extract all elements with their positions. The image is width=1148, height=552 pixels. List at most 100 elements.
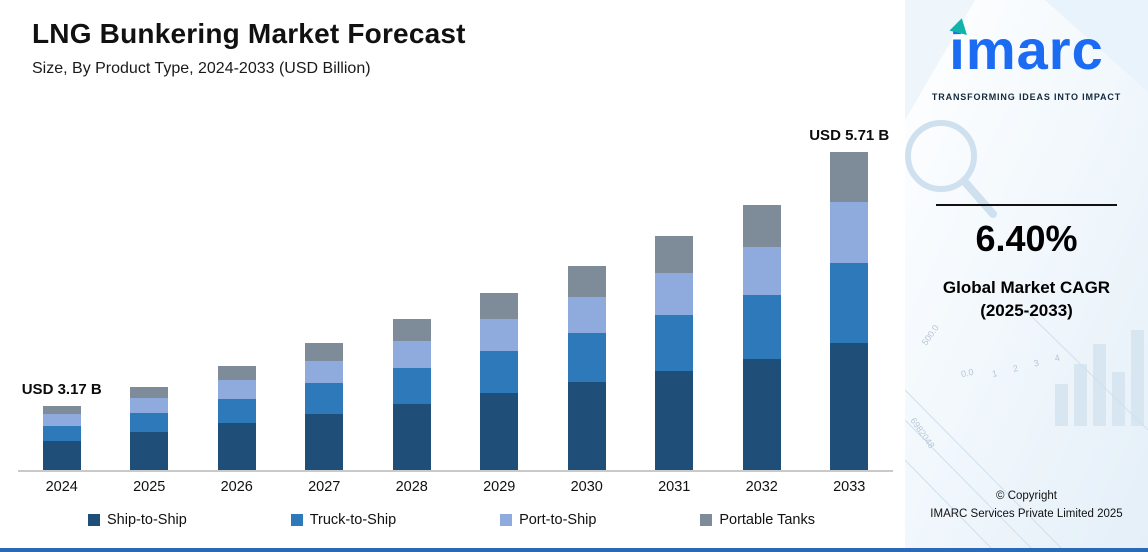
legend-item-portable-tanks: Portable Tanks xyxy=(700,512,815,528)
bar-segment-port-to-ship xyxy=(655,272,694,315)
bar-segment-ship-to-ship xyxy=(655,371,694,470)
bar-segment-ship-to-ship xyxy=(830,342,869,470)
info-sidebar: 500.0 0.0 1 2 3 4 6982048 imarc TRANSFOR… xyxy=(905,0,1148,552)
legend-item-ship-to-ship: Ship-to-Ship xyxy=(88,512,187,528)
bar-segment-port-to-ship xyxy=(567,296,606,334)
chart-panel: LNG Bunkering Market Forecast Size, By P… xyxy=(18,18,894,528)
bar-column-2030 xyxy=(543,130,631,470)
bar-segment-port-to-ship xyxy=(830,202,869,264)
x-axis-label-2033: 2033 xyxy=(833,479,866,495)
bar-segment-ship-to-ship xyxy=(480,393,519,470)
bar-segment-portable-tanks xyxy=(392,319,431,341)
bar-segment-port-to-ship xyxy=(742,246,781,296)
bar-chart-plot-area: USD 3.17 B USD 5.71 B xyxy=(18,127,894,472)
bar-segment-truck-to-ship xyxy=(42,425,81,441)
x-axis-label-2029: 2029 xyxy=(483,479,516,495)
legend-swatch-truck-to-ship xyxy=(290,514,303,526)
copyright-line2: IMARC Services Private Limited 2025 xyxy=(930,508,1123,521)
bar-segment-truck-to-ship xyxy=(742,295,781,359)
bar-column-2028 xyxy=(368,130,456,470)
legend-swatch-portable-tanks xyxy=(700,514,713,526)
bar-segment-port-to-ship xyxy=(480,319,519,352)
bar-segment-port-to-ship xyxy=(42,414,81,426)
legend-swatch-ship-to-ship xyxy=(88,514,100,526)
x-axis-label-2030: 2030 xyxy=(570,479,603,495)
divider-line xyxy=(936,204,1117,206)
legend-swatch-port-to-ship xyxy=(500,514,513,526)
stacked-bar xyxy=(217,366,256,470)
bar-segment-portable-tanks xyxy=(480,293,519,320)
bar-segment-truck-to-ship xyxy=(130,412,169,433)
data-label-2033: USD 5.71 B xyxy=(809,127,890,144)
stacked-bar xyxy=(655,236,694,470)
bar-column-2026 xyxy=(193,130,281,470)
bar-segment-ship-to-ship xyxy=(567,382,606,470)
imarc-logo: imarc xyxy=(949,18,1104,81)
copyright-line1: © Copyright xyxy=(996,490,1057,503)
x-axis-label-2031: 2031 xyxy=(658,479,691,495)
legend-label-port-to-ship: Port-to-Ship xyxy=(519,512,597,528)
bar-segment-portable-tanks xyxy=(567,266,606,297)
x-axis-label-2025: 2025 xyxy=(133,479,166,495)
bar-segment-portable-tanks xyxy=(655,236,694,273)
bar-segment-ship-to-ship xyxy=(42,440,81,470)
bar-segment-port-to-ship xyxy=(305,361,344,384)
bar-column-2029 xyxy=(456,130,544,470)
stacked-bar xyxy=(480,293,519,470)
bar-segment-truck-to-ship xyxy=(480,351,519,394)
bar-segment-truck-to-ship xyxy=(217,398,256,424)
bottom-accent-strip xyxy=(0,548,1148,552)
bar-segment-truck-to-ship xyxy=(830,263,869,343)
bar-segment-port-to-ship xyxy=(217,380,256,399)
cagr-label: Global Market CAGR xyxy=(942,278,1111,297)
legend-label-portable-tanks: Portable Tanks xyxy=(719,512,815,528)
x-axis-label-2032: 2032 xyxy=(745,479,778,495)
legend-label-ship-to-ship: Ship-to-Ship xyxy=(107,512,187,528)
bar-segment-port-to-ship xyxy=(130,398,169,413)
legend-label-truck-to-ship: Truck-to-Ship xyxy=(309,512,397,528)
bar-segment-truck-to-ship xyxy=(567,333,606,383)
bar-segment-ship-to-ship xyxy=(130,432,169,470)
bar-segment-truck-to-ship xyxy=(655,314,694,371)
bar-segment-portable-tanks xyxy=(130,387,169,399)
bar-column-2025 xyxy=(106,130,194,470)
sidebar-decoration xyxy=(905,0,1148,552)
x-axis-label-2027: 2027 xyxy=(308,479,341,495)
bar-segment-portable-tanks xyxy=(217,366,256,381)
bar-segment-ship-to-ship xyxy=(217,423,256,470)
legend-item-port-to-ship: Port-to-Ship xyxy=(500,512,596,528)
stacked-bar xyxy=(392,319,431,470)
bar-segment-portable-tanks xyxy=(305,343,344,362)
copyright-notice: © Copyright IMARC Services Private Limit… xyxy=(905,488,1148,524)
bar-column-2024: USD 3.17 B xyxy=(18,130,106,470)
cagr-period: (2025-2033) xyxy=(980,301,1073,320)
bar-segment-port-to-ship xyxy=(392,340,431,368)
x-axis-label-2028: 2028 xyxy=(395,479,428,495)
stacked-bar xyxy=(742,205,781,470)
bar-segment-portable-tanks xyxy=(42,406,81,415)
stacked-bar xyxy=(567,266,606,470)
stacked-bar xyxy=(305,343,344,470)
bar-segment-truck-to-ship xyxy=(305,383,344,414)
bar-segment-ship-to-ship xyxy=(392,403,431,470)
page-title: LNG Bunkering Market Forecast xyxy=(32,18,466,49)
chart-legend: Ship-to-Ship Truck-to-Ship Port-to-Ship Por… xyxy=(88,512,815,528)
imarc-tagline: TRANSFORMING IDEAS INTO IMPACT xyxy=(931,92,1122,102)
stacked-bar xyxy=(130,387,169,470)
x-axis-label-2026: 2026 xyxy=(220,479,253,495)
bar-segment-truck-to-ship xyxy=(392,367,431,404)
bar-column-2033: USD 5.71 B xyxy=(806,127,894,470)
bar-segment-portable-tanks xyxy=(742,205,781,247)
stacked-bar xyxy=(830,152,869,470)
bar-segment-ship-to-ship xyxy=(305,413,344,470)
bar-column-2031 xyxy=(631,130,719,470)
chart-subtitle: Size, By Product Type, 2024-2033 (USD Bi… xyxy=(32,60,371,77)
data-label-2024: USD 3.17 B xyxy=(21,381,102,398)
bar-segment-ship-to-ship xyxy=(742,358,781,470)
bar-segment-portable-tanks xyxy=(830,152,869,203)
bar-column-2027 xyxy=(281,130,369,470)
x-axis-label-2024: 2024 xyxy=(45,479,78,495)
bar-column-2032 xyxy=(718,130,806,470)
legend-item-truck-to-ship: Truck-to-Ship xyxy=(290,512,397,528)
